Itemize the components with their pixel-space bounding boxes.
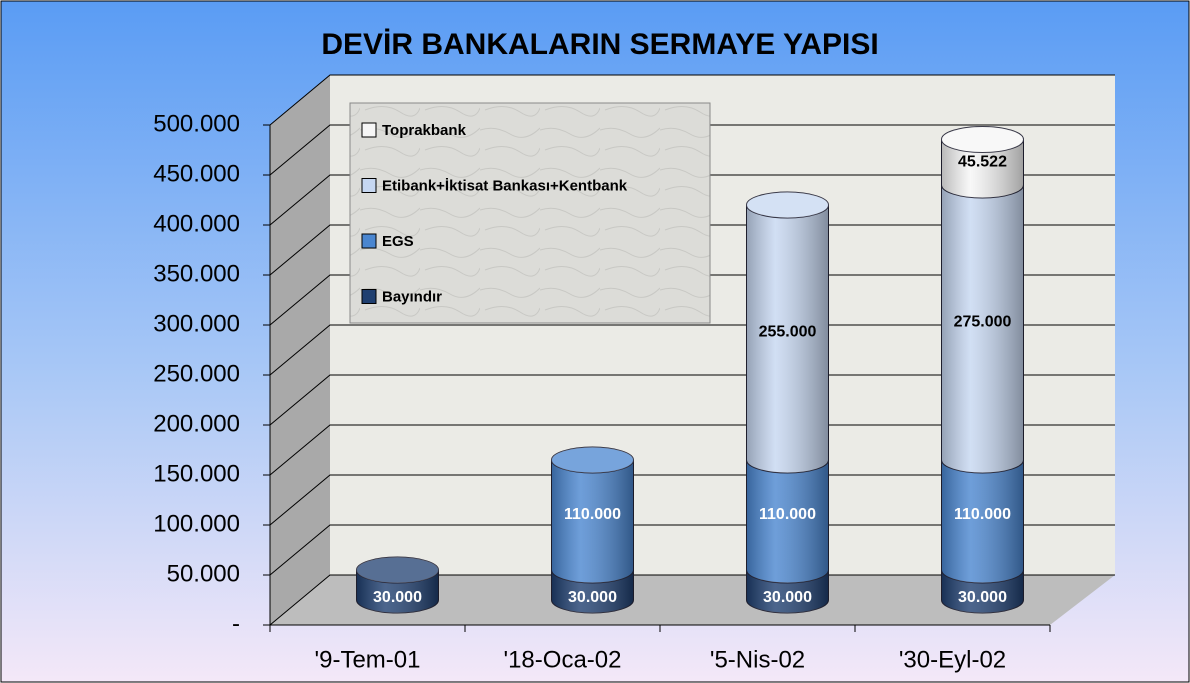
bar-top <box>941 125 1024 153</box>
bar-top-shade <box>941 126 1024 153</box>
bar-top <box>356 556 439 584</box>
grid-line <box>269 424 1115 476</box>
grid-line <box>269 274 1115 326</box>
legend-key <box>361 122 377 138</box>
y-tick-label: 250.000 <box>153 360 240 387</box>
grid-line <box>269 174 1115 226</box>
y-tick-label: 150.000 <box>153 460 240 487</box>
value-label: 30.000 <box>568 589 617 606</box>
legend-box <box>349 102 711 324</box>
y-tick-label: 200.000 <box>153 410 240 437</box>
legend-key <box>361 178 377 193</box>
value-label: 110.000 <box>954 506 1011 523</box>
legend-label: Toprakbank <box>382 122 467 139</box>
y-tick-label: 450.000 <box>153 160 240 187</box>
bar-top-shade <box>356 557 439 583</box>
value-label: 30.000 <box>373 589 422 606</box>
value-label: 45.522 <box>958 153 1007 170</box>
y-tick-label: 100.000 <box>153 510 240 537</box>
bar-top-shade <box>551 447 634 473</box>
y-tick-label: 50.000 <box>167 560 240 587</box>
value-label: 110.000 <box>759 506 816 523</box>
grid-line <box>269 474 1115 526</box>
floor <box>270 575 1115 625</box>
value-label: 275.000 <box>954 314 1012 331</box>
bar-top <box>746 191 829 219</box>
chart-title: DEVİR BANKALARIN SERMAYE YAPISI <box>321 28 878 61</box>
grid-line <box>269 124 1115 176</box>
legend-key <box>361 289 377 304</box>
y-tick-label: - <box>232 610 240 637</box>
y-tick-label: 500.000 <box>153 110 240 137</box>
y-tick-label: 300.000 <box>153 310 240 337</box>
grid-line <box>269 374 1115 426</box>
y-tick-label: 350.000 <box>153 260 240 287</box>
grid-line <box>269 324 1115 376</box>
legend-key <box>361 233 377 249</box>
grid-line <box>269 574 1115 626</box>
legend-label: Etibank+İktisat Bankası+Kentbank <box>382 177 628 194</box>
x-tick-label: '9-Tem-01 <box>315 646 421 673</box>
grid-line <box>269 224 1115 276</box>
legend-label: EGS <box>382 233 414 250</box>
x-tick-label: '5-Nis-02 <box>710 646 805 673</box>
value-label: 30.000 <box>958 589 1007 606</box>
x-tick-label: '18-Oca-02 <box>504 646 622 673</box>
bar-shade <box>941 185 1024 474</box>
grid-line <box>269 524 1115 576</box>
y-tick-label: 400.000 <box>153 210 240 237</box>
bar-shade <box>941 139 1024 199</box>
legend-label: Bayındır <box>382 288 442 305</box>
value-label: 110.000 <box>564 506 621 523</box>
value-label: 30.000 <box>763 589 812 606</box>
bar-top <box>551 446 634 474</box>
bar-shade <box>746 460 829 584</box>
bar-shade <box>746 205 829 474</box>
grid-line <box>269 74 1115 126</box>
bar-top-shade <box>746 192 829 218</box>
x-tick-label: '30-Eyl-02 <box>899 646 1006 673</box>
bar-shade <box>941 460 1024 584</box>
bar-shade <box>551 460 634 584</box>
value-label: 255.000 <box>759 324 817 341</box>
